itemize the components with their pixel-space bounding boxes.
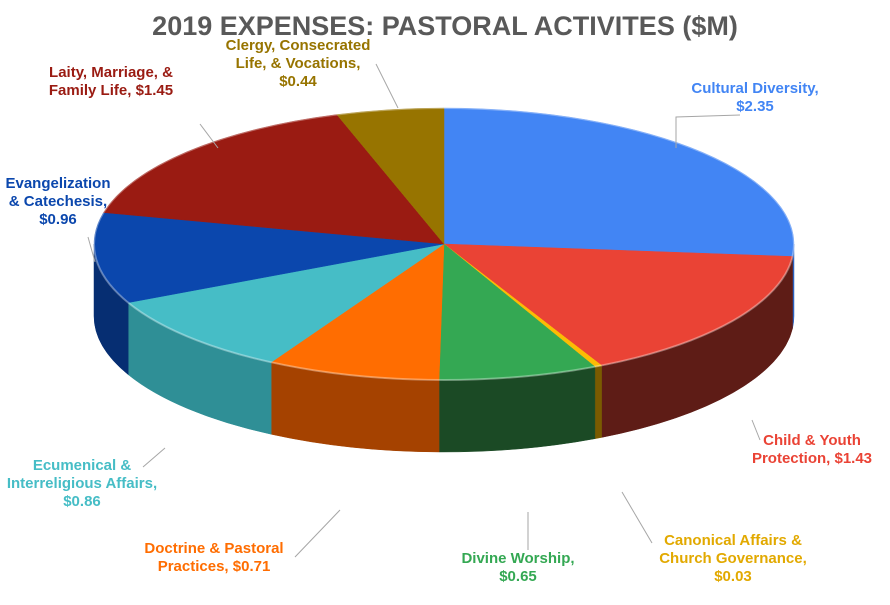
leader-line-doctrine-pastoral-practices (294, 509, 341, 558)
label-child-youth-protection: Child & Youth Protection, $1.43 (752, 432, 872, 467)
label-line: Ecumenical & (33, 457, 132, 474)
label-line: Protection, $1.43 (752, 450, 872, 467)
leader-line-clergy-consecrated-life-vocations (375, 63, 399, 109)
label-divine-worship: Divine Worship, $0.65 (461, 550, 574, 585)
slice-side-canonical-affairs-church-governance (594, 365, 602, 440)
label-laity-marriage-family-life: Laity, Marriage, & Family Life, $1.45 (49, 64, 173, 99)
label-doctrine-pastoral-practices: Doctrine & Pastoral Practices, $0.71 (144, 540, 283, 575)
label-line: Child & Youth (763, 432, 861, 449)
label-ecumenical-interreligious-affairs: Ecumenical & Interreligious Affairs, $0.86 (7, 457, 157, 510)
label-line: Doctrine & Pastoral (144, 540, 283, 557)
chart-title: 2019 EXPENSES: PASTORAL ACTIVITES ($M) (152, 11, 738, 41)
label-cultural-diversity: Cultural Diversity, $2.35 (691, 80, 818, 115)
label-line: $0.65 (499, 568, 537, 585)
slice-evangelization-catechesis (93, 212, 445, 303)
label-line: Cultural Diversity, (691, 80, 818, 97)
slice-doctrine-pastoral-practices (270, 243, 445, 381)
slice-divine-worship (438, 243, 596, 381)
leader-lines (87, 63, 761, 558)
label-clergy-consecrated-life-vocations: Clergy, Consecrated Life, & Vocations, $0.… (226, 37, 371, 90)
leader-line-canonical-affairs-church-governance (621, 491, 653, 544)
pie-rim (93, 107, 795, 381)
label-line: Laity, Marriage, & (49, 64, 173, 81)
label-line: $0.86 (63, 493, 101, 510)
label-line: Divine Worship, (461, 550, 574, 567)
label-canonical-affairs-church-governance: Canonical Affairs & Church Governance, $0.… (659, 532, 807, 585)
leader-line-cultural-diversity (675, 114, 741, 148)
label-line: $0.96 (39, 211, 77, 228)
slice-ecumenical-interreligious-affairs (127, 243, 445, 363)
label-line: Family Life, $1.45 (49, 82, 173, 99)
label-evangelization-catechesis: Evangelization & Catechesis, $0.96 (5, 175, 110, 228)
slice-clergy-consecrated-life-vocations (336, 107, 445, 245)
label-line: Evangelization (5, 175, 110, 192)
leader-line-evangelization-catechesis (87, 236, 96, 263)
leader-line-ecumenical-interreligious-affairs (142, 447, 166, 468)
leader-line-child-youth-protection (751, 419, 761, 441)
pie-slices (93, 107, 795, 381)
pie-sides (93, 243, 795, 453)
label-line: Clergy, Consecrated (226, 37, 371, 54)
label-line: Canonical Affairs & (664, 532, 802, 549)
label-line: Practices, $0.71 (158, 558, 271, 575)
slice-cultural-diversity (443, 107, 795, 257)
slice-child-youth-protection (443, 243, 793, 366)
label-line: Life, & Vocations, (236, 55, 361, 72)
label-line: $0.44 (279, 73, 317, 90)
label-line: $0.03 (714, 568, 752, 585)
leader-line-laity-marriage-family-life (199, 123, 219, 149)
label-line: & Catechesis, (9, 193, 107, 210)
slice-labels: Cultural Diversity, $2.35 Child & Youth Pro… (5, 37, 872, 585)
label-line: Church Governance, (659, 550, 807, 567)
slice-laity-marriage-family-life (103, 114, 445, 245)
label-line: Interreligious Affairs, (7, 475, 157, 492)
label-line: $2.35 (736, 98, 774, 115)
